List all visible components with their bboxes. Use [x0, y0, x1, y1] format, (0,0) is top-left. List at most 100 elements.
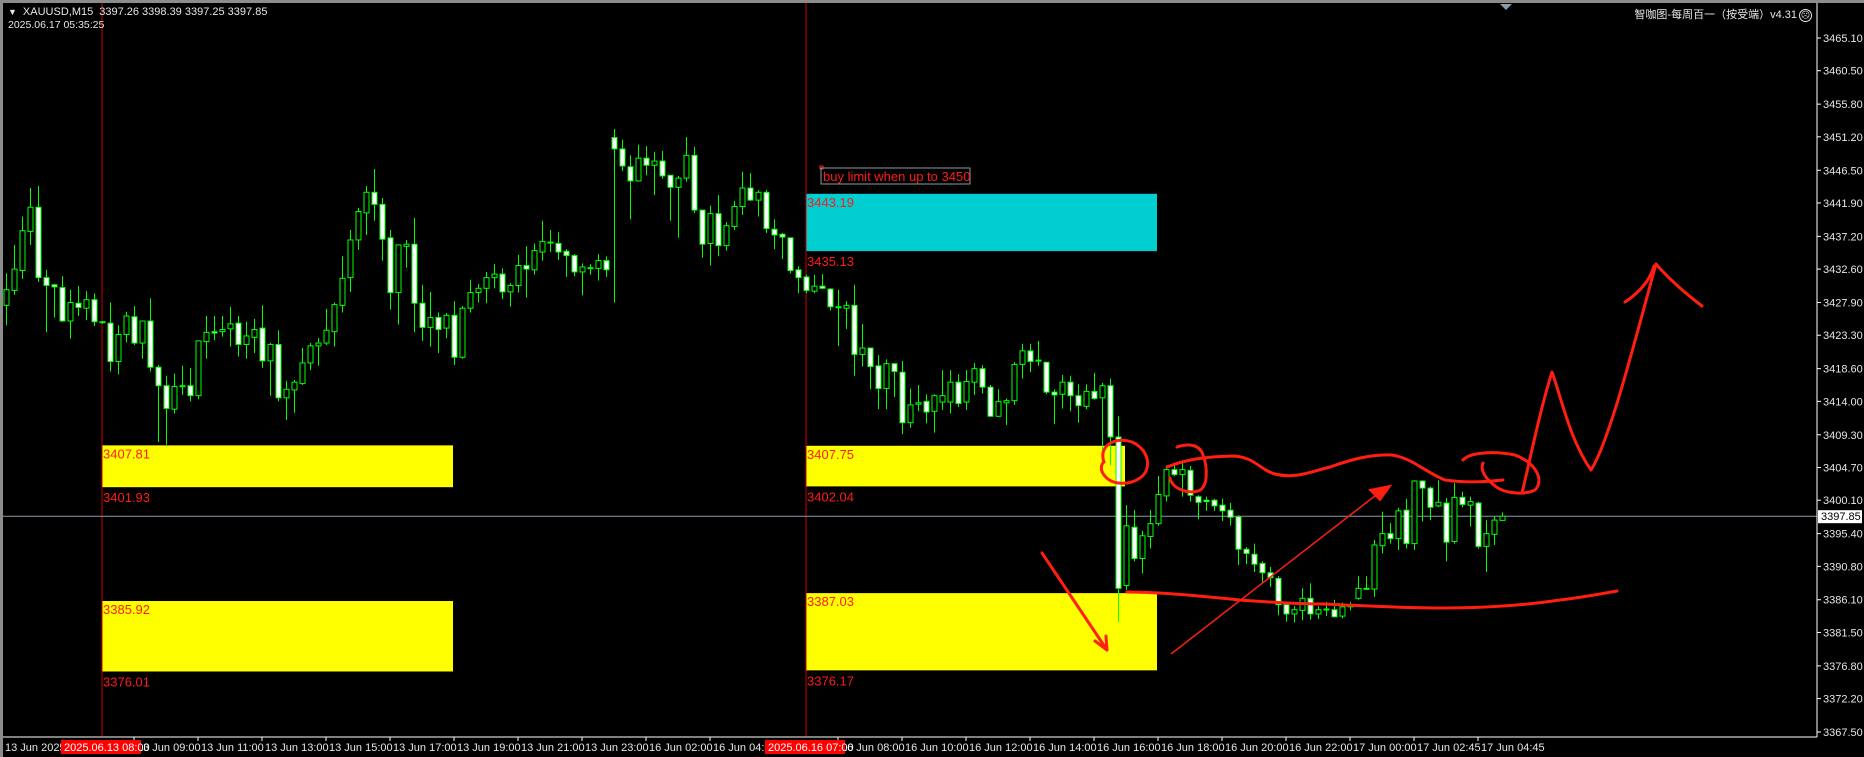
candle: [1211, 498, 1218, 511]
time-axis[interactable]: 13 Jun 2025 13 Jun 09:00 13 Jun 11:00 13 Ju…: [5, 737, 1545, 754]
candle-body: [747, 187, 754, 201]
zone-bottom-label: 3435.13: [807, 254, 854, 269]
candle: [531, 243, 538, 275]
candle-body: [59, 287, 66, 322]
candle-body: [1483, 533, 1490, 547]
candle: [979, 365, 986, 394]
candle-body: [675, 177, 682, 188]
candle: [139, 320, 146, 359]
dropdown-triangle-icon[interactable]: ▼: [8, 7, 17, 17]
candle-body: [707, 213, 714, 244]
candle: [19, 216, 26, 280]
candle-body: [1491, 519, 1498, 535]
chart-shift-marker-icon[interactable]: [1500, 4, 1512, 10]
candle-body: [843, 304, 850, 309]
candle-body: [523, 265, 530, 270]
candle-body: [1419, 480, 1426, 489]
price-tick-label: 3441.90: [1823, 198, 1863, 210]
candle-body: [635, 157, 642, 182]
candle: [3, 273, 10, 326]
candle: [755, 190, 762, 217]
candle-body: [875, 365, 882, 390]
candle-body: [819, 285, 826, 289]
candle-body: [739, 187, 746, 208]
zone-rectangle[interactable]: [806, 593, 1157, 671]
frown-face-icon[interactable]: ☹: [1799, 8, 1812, 22]
candle-body: [291, 381, 298, 391]
candle: [1091, 372, 1098, 400]
candle: [315, 338, 322, 366]
candle-body: [499, 273, 506, 293]
candle: [259, 305, 266, 368]
candle: [1411, 480, 1418, 550]
candle: [379, 197, 386, 261]
candle-body: [427, 316, 434, 328]
candle-body: [19, 230, 26, 272]
candle-body: [1059, 381, 1066, 395]
candle-body: [315, 342, 322, 347]
candle-body: [1387, 533, 1394, 540]
candle: [747, 173, 754, 201]
candle-body: [827, 288, 834, 308]
candle: [411, 217, 418, 333]
price-axis[interactable]: 3465.10 3460.50 3455.80 3451.20 3446.50 3441.…: [1817, 33, 1863, 739]
candle-body: [683, 154, 690, 179]
candle: [1083, 384, 1090, 410]
symbol-timeframe: XAUUSD,M15: [22, 6, 94, 18]
separator-time-badge: [765, 740, 845, 754]
zone-rectangle[interactable]: [102, 601, 453, 672]
candle-body: [259, 327, 266, 362]
candle-body: [651, 160, 658, 166]
candle: [115, 325, 122, 375]
candle: [923, 394, 930, 424]
candle-body: [171, 385, 178, 410]
candle-body: [1203, 499, 1210, 503]
candle: [1403, 498, 1410, 549]
candle: [1147, 510, 1154, 549]
candle-body: [1323, 608, 1330, 611]
time-tick-label: 17 Jun 02:45: [1417, 742, 1481, 754]
candle: [1155, 476, 1162, 526]
candle-body: [371, 191, 378, 205]
candle-body: [307, 345, 314, 364]
candle-body: [699, 209, 706, 245]
price-tick-label: 3414.00: [1823, 396, 1863, 408]
candle-body: [691, 154, 698, 211]
candle: [963, 370, 970, 410]
candle-body: [643, 157, 650, 166]
zone-rectangle[interactable]: [806, 193, 1157, 252]
price-tick-label: 3465.10: [1823, 33, 1863, 45]
window-left-border: [0, 0, 3, 757]
candle-body: [459, 307, 466, 358]
candle: [43, 269, 50, 333]
candle: [691, 146, 698, 213]
price-tick-label: 3372.20: [1823, 694, 1863, 706]
candle: [59, 276, 66, 322]
candle-body: [435, 316, 442, 331]
time-tick-label: 13 Jun 11:00: [201, 742, 264, 754]
candle-body: [1043, 361, 1050, 393]
candle: [683, 136, 690, 182]
candle: [539, 220, 546, 261]
candle: [171, 373, 178, 414]
zone-rectangle[interactable]: [806, 445, 1125, 487]
candle: [75, 286, 82, 317]
candle: [1355, 576, 1362, 600]
separator-time-badge: [61, 740, 141, 754]
candle-body: [859, 347, 866, 355]
candle-body: [387, 237, 394, 294]
candle: [419, 284, 426, 341]
candle-body: [1403, 509, 1410, 545]
candle-body: [203, 331, 210, 343]
candle: [619, 139, 626, 171]
candle: [859, 323, 866, 367]
zone-rectangle[interactable]: [102, 445, 453, 488]
candle: [51, 284, 58, 318]
candle: [899, 360, 906, 435]
candle-body: [1339, 606, 1346, 617]
candle: [83, 291, 90, 321]
annotation-box[interactable]: [820, 167, 971, 185]
candle: [779, 232, 786, 260]
